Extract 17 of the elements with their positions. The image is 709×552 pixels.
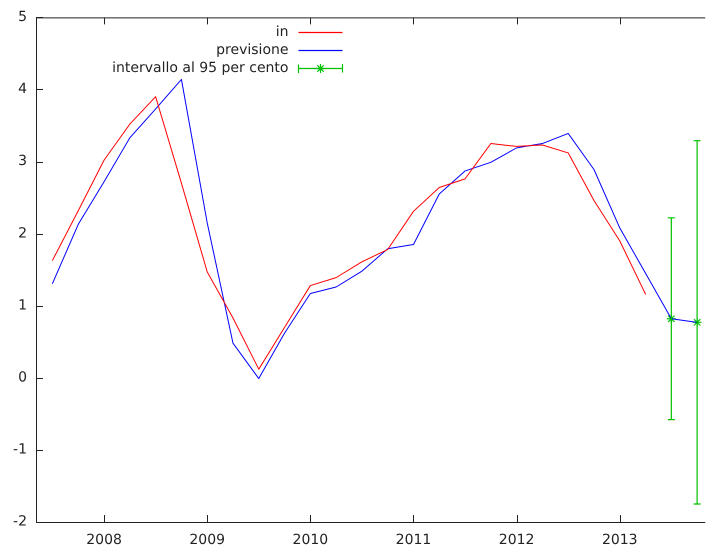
y-tick-label: 2 xyxy=(18,225,27,242)
x-tick-label: 2009 xyxy=(189,532,226,548)
y-tick-label: 1 xyxy=(18,297,27,314)
y-tick-label: 3 xyxy=(18,153,27,170)
legend-label: in xyxy=(276,24,288,40)
x-tick-label: 2012 xyxy=(498,532,534,548)
y-tick-label: 0 xyxy=(18,369,27,386)
x-tick-label: 2013 xyxy=(602,532,638,548)
x-tick-label: 2010 xyxy=(292,532,328,548)
y-tick-label: -1 xyxy=(13,442,27,458)
x-tick-label: 2011 xyxy=(396,532,432,548)
x-tick-label: 2008 xyxy=(86,532,122,548)
y-tick-label: 5 xyxy=(18,9,27,26)
y-tick-label: -2 xyxy=(13,514,27,530)
y-tick-label: 4 xyxy=(18,81,28,98)
legend-label: previsione xyxy=(216,42,288,58)
legend-label: intervallo al 95 per cento xyxy=(112,60,288,76)
